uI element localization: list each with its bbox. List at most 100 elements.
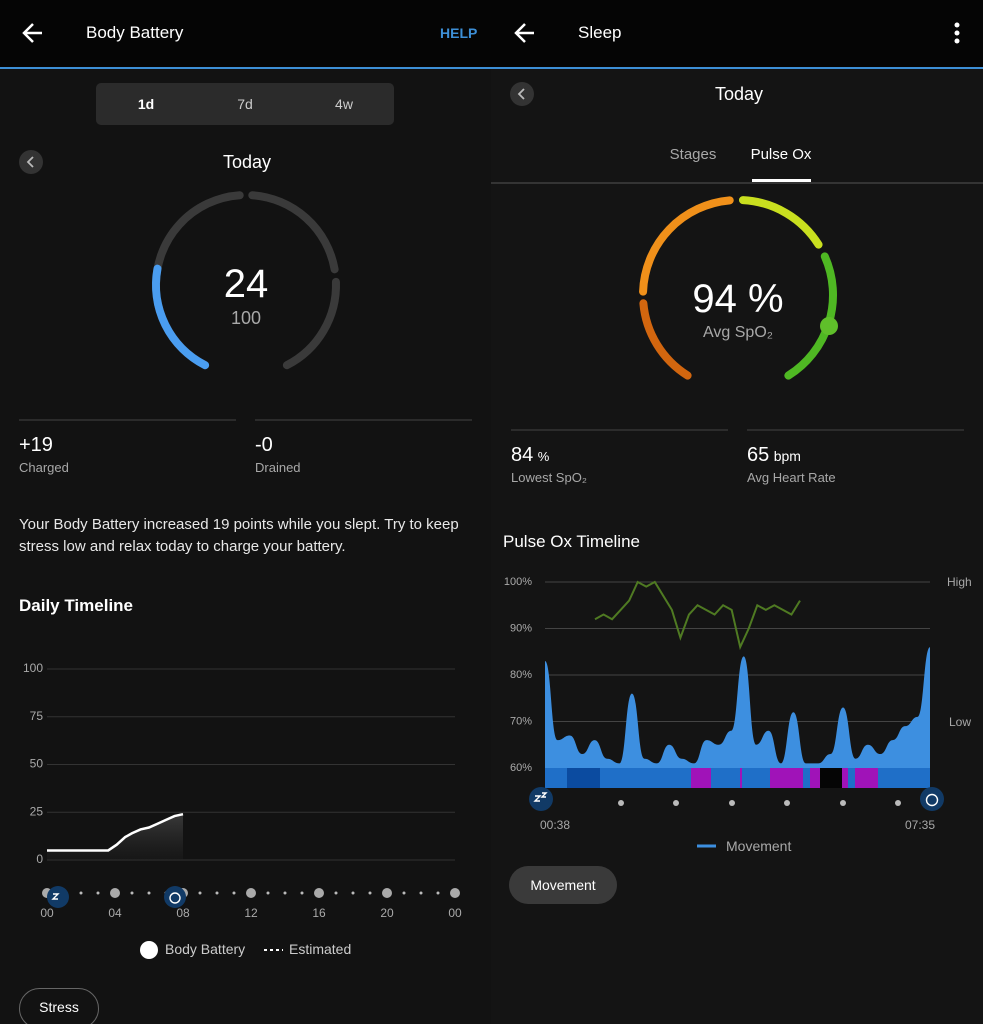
chevron [26,156,34,168]
battery-line [47,812,184,852]
hour-dot [368,891,372,895]
hour-dot [130,891,134,895]
chevron [517,88,525,100]
stage [770,768,803,788]
menu-dot [954,22,960,28]
y-tick-label: 80% [510,669,532,681]
range-tab[interactable]: 1d [137,96,155,112]
range-selector [96,83,394,125]
hour-dot [351,891,355,895]
gauge-indicator [820,317,838,335]
menu-dot [954,38,960,44]
stat-label: Avg Heart Rate [747,470,836,485]
legend-label: Body Battery [165,941,246,957]
gauge-value: 24 [223,262,269,306]
gauge-track [282,277,340,370]
stat-value: 65 [747,444,770,466]
button-label[interactable]: Stress [39,999,79,1015]
menu[interactable] [954,22,960,44]
hour-dot [215,891,219,895]
hour-dot [334,891,338,895]
section-title: Daily Timeline [19,596,134,615]
legend-swatch [140,941,158,959]
hour-dot [96,891,100,895]
tab[interactable]: Pulse Ox [750,146,812,163]
stress-button[interactable] [19,988,99,1024]
x-tick-label: 00 [448,906,462,920]
prev-day[interactable] [19,150,43,174]
gauge-zone [639,196,734,296]
stage [740,768,742,788]
hour-dot [283,891,287,895]
page-title: Sleep [578,23,622,42]
x-tick-label: 00 [40,906,54,920]
tab[interactable]: Stages [669,146,717,163]
stat-label: Lowest SpO₂ [511,470,587,485]
gauge-value: 94 % [692,277,783,322]
dot [618,800,624,806]
gauge-fill [152,264,210,370]
x-tick-label: 20 [380,906,394,920]
y-tick-label: 90% [510,622,532,634]
x-tick [382,888,392,898]
y-tick-label: 100 [23,661,43,675]
gauge-track [248,191,339,274]
button-label[interactable]: Movement [530,877,596,893]
hour-dot [300,891,304,895]
movement-button[interactable] [509,866,617,904]
y-tick-label: 0 [36,852,43,866]
stage [855,768,878,788]
stat: 65 bpm [747,444,801,467]
end-time: 07:35 [904,818,936,832]
help-link[interactable]: HELP [440,25,478,41]
menu-dot [954,30,960,36]
gauge-track [153,296,210,370]
legend-label: Estimated [289,941,352,957]
range-tab[interactable]: 7d [237,96,253,112]
battery-area [47,814,183,860]
dot [673,800,679,806]
y-tick-label: 100% [504,576,532,588]
stat-unit: bpm [773,448,801,464]
stat-value: -0 [255,434,273,456]
hour-dot [232,891,236,895]
y-tick-label: 25 [30,804,44,818]
level-label: High [947,575,972,589]
x-tick-label: 08 [176,906,190,920]
hour-dot [147,891,151,895]
alarm [925,793,939,807]
hour-dot [436,891,440,895]
alarm [169,892,181,904]
axis-dots [618,800,901,806]
header-accent [0,67,983,69]
dot [729,800,735,806]
y-tick-label: 75 [30,709,44,723]
gauge-max: 100 [230,308,262,328]
x-tick-label: 16 [312,906,326,920]
x-tick-label: 12 [244,906,258,920]
value: 94 [692,277,737,321]
wake-icon [920,787,944,811]
stage [567,768,600,788]
gauge-label: Avg SpO₂ [703,324,773,341]
date-label: Today [222,152,272,172]
hour-dot [266,891,270,895]
unit: % [748,277,784,321]
hour-dot [419,891,423,895]
spo2-line [594,580,801,651]
back-arrow[interactable] [514,23,534,43]
y-tick-label: 50 [30,757,44,771]
tab-underline [752,179,811,182]
x-tick-label: 04 [108,906,122,920]
gauge-zone [738,196,823,249]
sleep-icon [529,787,553,811]
range-tab[interactable]: 4w [335,96,353,112]
wake-icon [164,886,186,908]
prev-day[interactable] [510,82,534,106]
back-arrow[interactable] [22,23,42,43]
dot [895,800,901,806]
x-tick [314,888,324,898]
